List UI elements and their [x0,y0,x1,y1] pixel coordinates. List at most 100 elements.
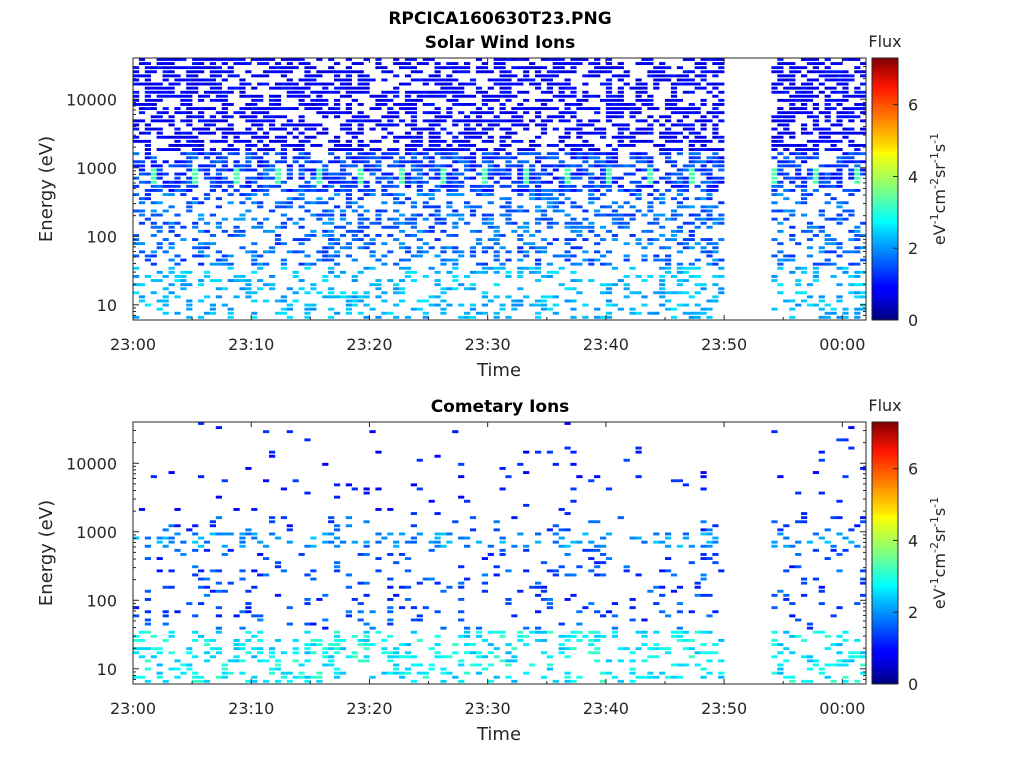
heatmap-cell [570,176,577,180]
heatmap-cell [564,180,571,184]
heatmap-cell [535,144,542,147]
heatmap-cell [251,532,258,536]
heatmap-cell [446,671,453,675]
heatmap-cell [410,180,417,184]
heatmap-cell [493,168,500,172]
heatmap-cell [493,119,500,123]
heatmap-cell [771,144,778,147]
heatmap-cell [215,197,222,201]
heatmap-cell [286,540,293,544]
heatmap-cell [718,238,725,241]
heatmap-cell [239,62,246,65]
heatmap-cell [269,246,276,250]
heatmap-cell [263,58,270,61]
heatmap-cell [339,213,347,217]
heatmap-cell [718,639,725,642]
heatmap-cell [422,148,429,151]
heatmap-cell [393,148,400,151]
heatmap-cell [298,287,305,291]
heatmap-cell [688,246,695,250]
heatmap-cell [286,107,293,110]
heatmap-cell [469,229,477,233]
heatmap-cell [801,82,808,86]
heatmap-cell [617,279,624,282]
heatmap-cell [198,131,205,135]
heatmap-cell [239,164,246,168]
heatmap-cell [334,634,341,638]
heatmap-cell [712,536,719,540]
heatmap-cell [227,123,234,127]
heatmap-cell [694,152,701,156]
heatmap-cell [393,111,400,115]
heatmap-cell [806,238,814,241]
heatmap-cell [339,168,347,172]
heatmap-cell [546,270,553,274]
heatmap-cell [280,651,287,655]
heatmap-cell [464,144,471,147]
heatmap-cell [274,172,282,176]
heatmap-cell [605,152,613,156]
heatmap-cell [523,78,530,82]
heatmap-cell [848,94,855,98]
heatmap-cell [848,659,855,663]
heatmap-cell [440,156,447,160]
heatmap-cell [670,135,678,139]
heatmap-cell [369,148,376,151]
heatmap-cell [257,160,264,164]
heatmap-cell [239,139,246,143]
heatmap-cell [836,164,843,168]
heatmap-cell [363,164,370,168]
heatmap-cell [215,225,222,229]
heatmap-cell [186,602,193,605]
heatmap-cell [345,156,352,160]
heatmap-cell [180,553,187,556]
heatmap-cell [345,303,352,307]
heatmap-cell [428,94,435,98]
heatmap-cell [428,160,435,164]
heatmap-cell [328,540,335,544]
x-axis-label: Time [476,724,521,745]
heatmap-cell [540,164,548,168]
heatmap-cell [529,66,536,70]
heatmap-cell [570,201,577,205]
heatmap-cell [653,238,660,241]
heatmap-cell [546,86,553,90]
heatmap-cell [529,585,536,589]
heatmap-cell [535,581,542,585]
heatmap-cell [469,213,477,217]
heatmap-cell [688,176,695,180]
heatmap-cell [316,94,323,98]
heatmap-cell [404,234,412,237]
heatmap-cell [854,602,861,605]
heatmap-cell [298,217,305,221]
heatmap-cell [381,66,388,70]
heatmap-cell [795,66,802,70]
heatmap-cell [546,221,553,225]
heatmap-cell [546,144,553,147]
heatmap-cell [215,205,222,209]
heatmap-cell [517,303,524,307]
heatmap-cell [783,544,790,548]
heatmap-cell [700,197,707,201]
heatmap-cell [304,156,311,160]
heatmap-cell [848,238,855,241]
heatmap-cell [251,647,258,651]
heatmap-cell [688,221,695,225]
heatmap-cell [393,221,400,225]
heatmap-cell [304,544,311,548]
heatmap-cell [682,630,689,634]
heatmap-cell [789,315,796,319]
heatmap-cell [635,62,642,65]
heatmap-cell [848,213,855,217]
heatmap-cell [363,156,370,160]
heatmap-cell [659,671,666,675]
heatmap-cell [824,303,831,307]
heatmap-cell [558,139,565,143]
heatmap-cell [629,164,636,168]
heatmap-cell [842,201,849,205]
heatmap-cell [475,540,483,544]
heatmap-cell [328,246,335,250]
heatmap-cell [836,139,843,143]
heatmap-cell [215,569,222,573]
heatmap-cell [529,152,536,156]
